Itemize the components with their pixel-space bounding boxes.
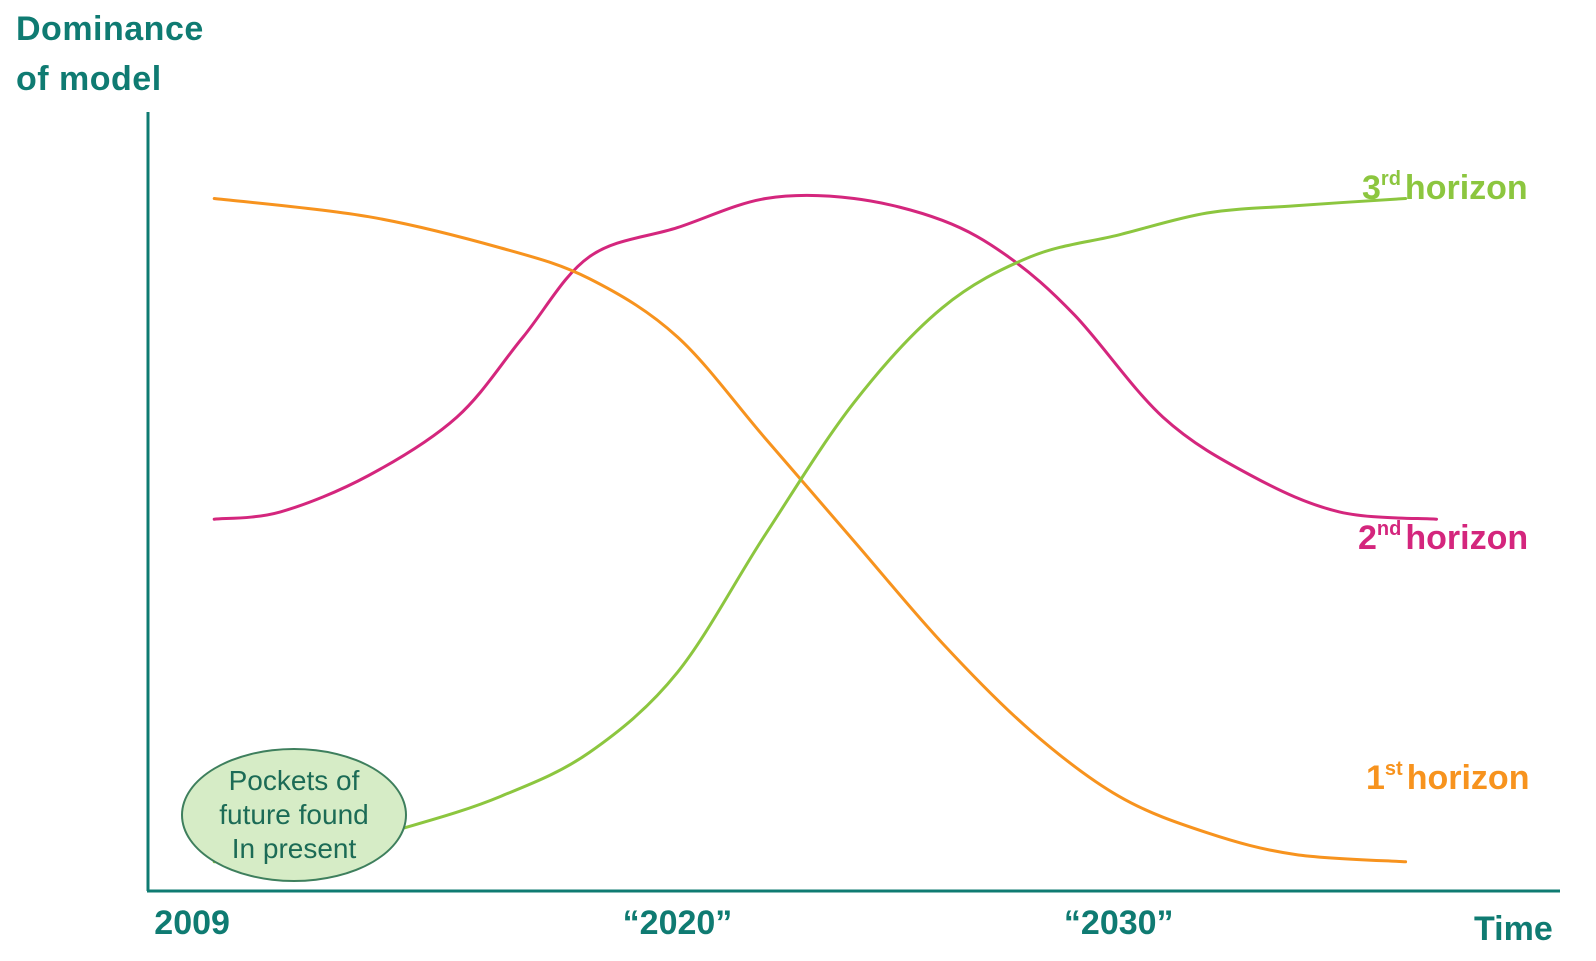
series-label-ordinal: 3: [1362, 169, 1381, 207]
annotation-line-2: future found: [219, 799, 369, 830]
series-label-3rd-horizon: 3rd horizon: [1362, 168, 1528, 208]
series-line-2nd-horizon: [212, 193, 1438, 521]
series-line-3rd-horizon: [212, 197, 1408, 864]
series-label-1st-horizon: 1st horizon: [1366, 758, 1529, 798]
series-line-1st-horizon: [212, 197, 1408, 864]
pockets-of-future-annotation: Pockets of future found In present: [181, 748, 407, 882]
series-label-name: horizon: [1405, 519, 1529, 557]
x-tick-label-2009: 2009: [154, 904, 230, 942]
series-label-name: horizon: [1404, 169, 1528, 207]
annotation-line-1: Pockets of: [228, 765, 360, 796]
x-tick-label-2020: “2020”: [622, 904, 733, 942]
series-label-suffix: rd: [1380, 168, 1401, 190]
x-axis-label: Time: [1474, 910, 1553, 948]
series-label-ordinal: 2: [1358, 519, 1377, 557]
series-layer: [212, 193, 1438, 864]
y-axis-label: Dominance of model: [16, 4, 204, 104]
series-label-ordinal: 1: [1366, 759, 1385, 797]
series-label-2nd-horizon: 2nd horizon: [1358, 518, 1528, 558]
series-label-suffix: st: [1384, 758, 1403, 780]
y-axis-label-line-2: of model: [16, 60, 162, 98]
series-label-name: horizon: [1406, 759, 1530, 797]
y-axis-label-line-1: Dominance: [16, 10, 204, 48]
series-label-suffix: nd: [1376, 518, 1402, 540]
annotation-line-3: In present: [231, 833, 357, 864]
x-tick-label-2030: “2030”: [1063, 904, 1174, 942]
